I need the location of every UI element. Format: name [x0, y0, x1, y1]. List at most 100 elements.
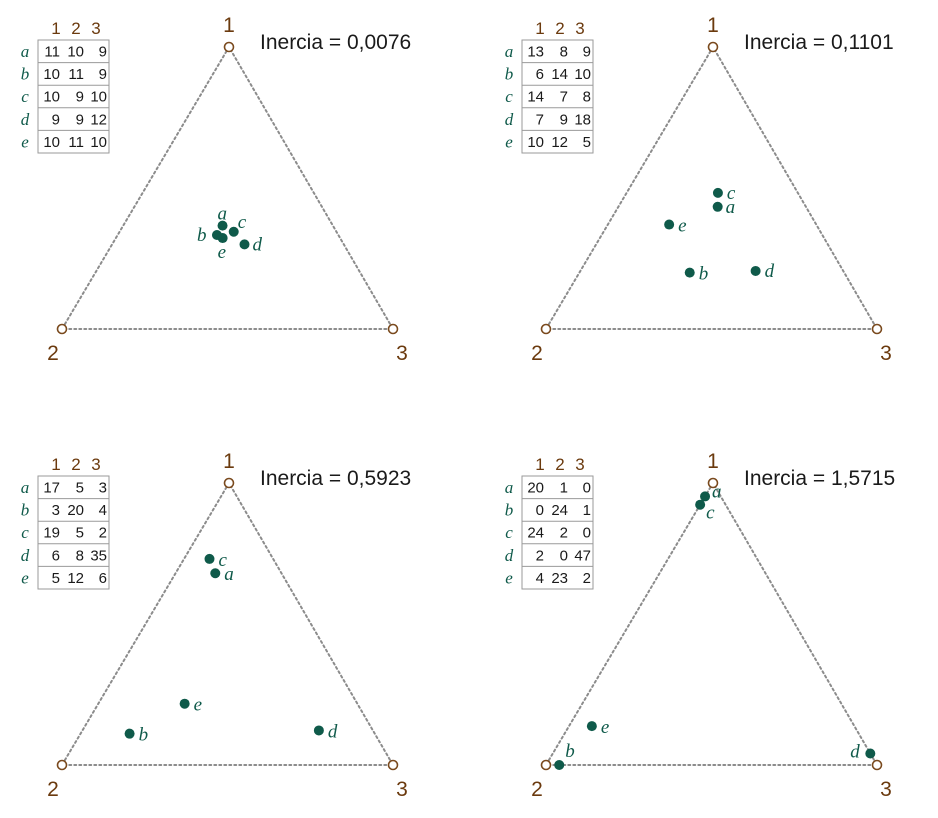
row-label-a: a: [505, 42, 514, 61]
vertex-label-3: 3: [880, 778, 892, 801]
vertex-label-2: 2: [47, 778, 59, 801]
row-label-d: d: [505, 546, 514, 565]
point-label-c: c: [219, 550, 228, 571]
point-label-d: d: [765, 261, 775, 282]
point-label-e: e: [678, 216, 686, 237]
table-cell: 2: [536, 547, 544, 564]
vertex-label-2: 2: [47, 342, 59, 365]
point-d: [313, 725, 324, 736]
table-cell: 10: [43, 66, 60, 83]
table-border: [521, 475, 594, 590]
table-cell: 7: [560, 89, 568, 106]
point-b: [124, 728, 135, 739]
point-a: [210, 568, 221, 579]
table-cell: 5: [76, 480, 84, 497]
table-cell: 0: [536, 502, 544, 519]
table-cell: 17: [43, 480, 60, 497]
table-cell: 35: [90, 547, 107, 564]
column-header-1: 1: [51, 455, 60, 474]
table-cell: 8: [76, 547, 84, 564]
point-d: [750, 265, 761, 276]
data-table: 1 2 3a 17 5 3b 3 20 4c 19 5 2d 6 8 35e 5 12 6: [21, 455, 110, 590]
table-cell: 10: [67, 44, 84, 61]
vertex-marker-3: [387, 759, 399, 771]
triangle-edges: [544, 481, 879, 766]
vertex-label-1: 1: [707, 450, 719, 473]
point-a: [700, 491, 711, 502]
vertex-label-3: 3: [396, 342, 408, 365]
table-cell: 20: [527, 480, 544, 497]
table-cell: 9: [583, 44, 591, 61]
point-e: [664, 219, 675, 230]
data-table: 1 2 3a 20 1 0b 0 24 1c 24 2 0d 2 0 47e 4 23 2: [505, 455, 594, 590]
table-cell: 24: [527, 525, 544, 542]
row-label-b: b: [505, 65, 514, 84]
table-cell: 2: [560, 525, 568, 542]
point-e: [179, 698, 190, 709]
column-header-3: 3: [575, 455, 584, 474]
table-cell: 2: [99, 525, 107, 542]
panel-title: Inercia = 0,1101: [744, 31, 894, 54]
table-cell: 24: [551, 502, 568, 519]
point-label-a: a: [224, 564, 234, 585]
row-label-e: e: [21, 568, 29, 587]
table-cell: 5: [76, 525, 84, 542]
table-cell: 0: [583, 480, 591, 497]
table-cell: 8: [583, 89, 591, 106]
table-cell: 10: [90, 89, 107, 106]
point-c: [695, 499, 706, 510]
table-cell: 14: [551, 66, 568, 83]
point-c: [204, 553, 215, 564]
point-label-e: e: [194, 695, 202, 716]
vertex-marker-2: [540, 759, 552, 771]
row-label-d: d: [21, 546, 30, 565]
point-label-d: d: [253, 234, 263, 255]
table-cell: 23: [551, 570, 568, 587]
point-label-b: b: [699, 264, 709, 285]
table-cell: 5: [583, 134, 591, 151]
point-c: [228, 226, 239, 237]
vertex-marker-1: [223, 41, 235, 53]
column-header-2: 2: [555, 455, 564, 474]
point-label-a: a: [712, 481, 722, 502]
point-label-e: e: [601, 717, 609, 738]
table-cell: 10: [43, 134, 60, 151]
panel-title: Inercia = 0,0076: [260, 31, 411, 54]
triangle-edges: [60, 45, 395, 330]
table-cell: 8: [560, 44, 568, 61]
vertex-label-2: 2: [531, 342, 543, 365]
table-cell: 10: [90, 134, 107, 151]
vertex-marker-2: [56, 323, 68, 335]
point-label-b: b: [565, 741, 575, 762]
point-e: [217, 233, 228, 244]
table-cell: 14: [527, 89, 544, 106]
row-label-a: a: [505, 478, 514, 497]
column-header-3: 3: [91, 455, 100, 474]
table-cell: 3: [99, 480, 107, 497]
table-cell: 11: [68, 66, 84, 83]
point-label-a: a: [218, 204, 228, 225]
table-cell: 19: [43, 525, 60, 542]
table-border: [37, 475, 110, 590]
table-cell: 18: [574, 111, 591, 128]
vertex-label-3: 3: [396, 778, 408, 801]
table-cell: 0: [560, 547, 568, 564]
vertex-label-1: 1: [223, 14, 235, 37]
point-label-c: c: [706, 503, 715, 524]
point-a: [712, 201, 723, 212]
table-cell: 6: [536, 66, 544, 83]
point-d: [865, 748, 876, 759]
table-cell: 2: [583, 570, 591, 587]
table-cell: 12: [551, 134, 568, 151]
table-cell: 10: [43, 89, 60, 106]
panel-title: Inercia = 1,5715: [744, 467, 895, 490]
column-header-2: 2: [71, 19, 80, 38]
table-cell: 6: [99, 570, 107, 587]
column-header-2: 2: [71, 455, 80, 474]
vertex-marker-2: [540, 323, 552, 335]
table-cell: 12: [67, 570, 84, 587]
point-label-d: d: [850, 741, 860, 762]
